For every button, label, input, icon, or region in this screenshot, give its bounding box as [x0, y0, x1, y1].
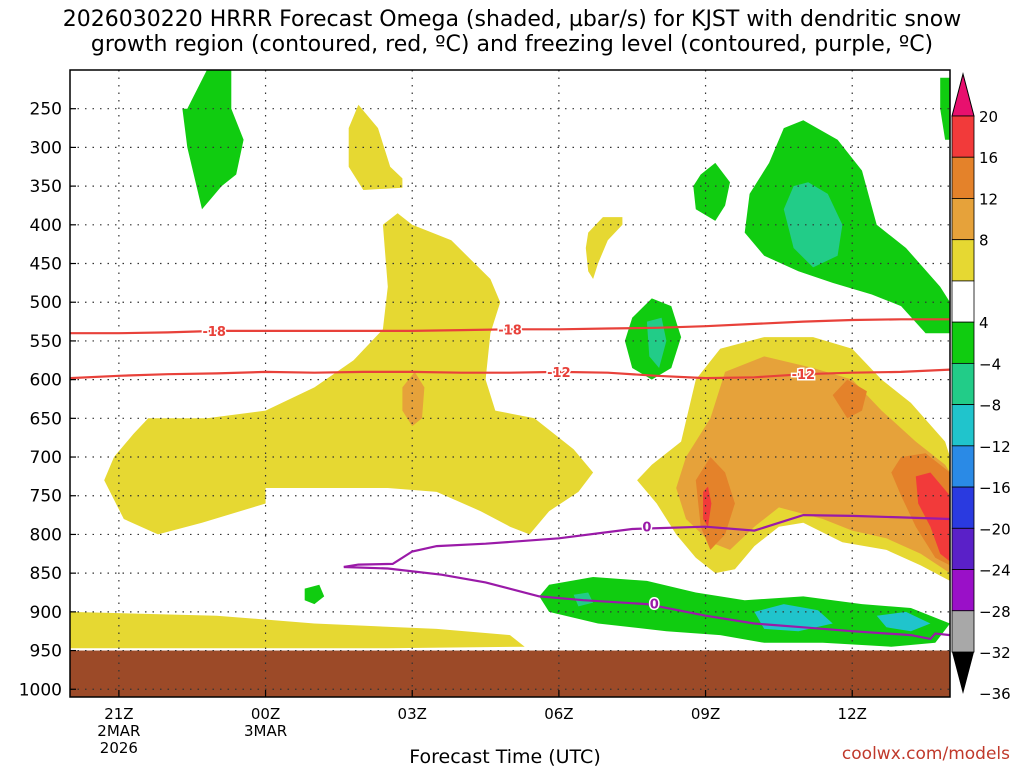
colorbar-bin-10 [951, 527, 975, 570]
colorbar-bin-12 [951, 610, 975, 653]
y-tick-label-400: 400 [30, 216, 62, 236]
omega-region-11 [646, 317, 667, 368]
omega-region-12 [539, 577, 950, 647]
colorbar-bin-11 [951, 569, 975, 612]
colorbar-label-8: −16 [979, 479, 1011, 497]
x-tick-label-12-0: 09Z [691, 705, 720, 723]
contour-label-1-1: -12 [792, 368, 816, 383]
colorbar-label-0: 20 [979, 108, 998, 126]
y-tick-label-1000: 1000 [19, 680, 62, 700]
colorbar-bin-3 [951, 239, 975, 282]
y-tick-label-650: 650 [30, 409, 62, 429]
plot-frame [69, 69, 951, 698]
omega-region-0 [182, 70, 244, 210]
y-tick-label-450: 450 [30, 255, 62, 275]
x-tick-label-15-0: 12Z [838, 705, 867, 723]
omega-region-7 [744, 120, 950, 334]
contour-lines-group: -18 -18 -12 -12 0 0 [70, 318, 950, 641]
colorbar-label-12: −32 [979, 644, 1011, 662]
omega-region-16 [876, 611, 931, 632]
chart-title-line-2: growth region (contoured, red, ºC) and f… [90, 32, 934, 57]
colorbar-label-3: 8 [979, 232, 989, 250]
y-tick-label-850: 850 [30, 564, 62, 584]
y-tick-label-800: 800 [30, 525, 62, 545]
y-tick-label-500: 500 [30, 293, 62, 313]
x-tick-label-0-2: 2026 [100, 739, 138, 757]
colorbar-bin-1 [951, 156, 975, 199]
y-tick-label-300: 300 [30, 138, 62, 158]
x-tick-label-3-0: 00Z [251, 705, 280, 723]
y-tick-label-350: 350 [30, 177, 62, 197]
colorbar-bottom-arrow [952, 652, 974, 694]
omega-region-6 [693, 162, 730, 221]
omega-region-3 [585, 217, 623, 279]
y-tick-label-600: 600 [30, 371, 62, 391]
terrain-ground [70, 650, 950, 697]
contour-label-0-0: -18 [202, 325, 226, 340]
y-tick-label-700: 700 [30, 448, 62, 468]
x-tick-label-9-0: 06Z [544, 705, 573, 723]
y-tick-label-250: 250 [30, 100, 62, 120]
x-tick-label-0-0: 21Z [104, 705, 133, 723]
colorbar-bin-4 [951, 280, 975, 323]
contour-line-1 [70, 368, 950, 380]
colorbar-bin-0 [951, 115, 975, 158]
y-tick-label-950: 950 [30, 642, 62, 662]
omega-region-5 [402, 371, 425, 427]
colorbar-bin-9 [951, 486, 975, 529]
y-tick-label-900: 900 [30, 603, 62, 623]
contour-line-0 [70, 318, 950, 335]
omega-region-18 [676, 356, 950, 574]
site-credit: coolwx.com/models [841, 744, 1010, 764]
colorbar-label-7: −12 [979, 438, 1011, 456]
omega-region-20 [832, 379, 867, 419]
colorbar-label-6: −8 [979, 397, 1001, 415]
colorbar-label-11: −28 [979, 603, 1011, 621]
omega-region-4 [70, 611, 525, 649]
colorbar-top-arrow [951, 72, 975, 117]
omega-region-22 [915, 472, 950, 562]
x-axis-label: Forecast Time (UTC) [409, 746, 601, 768]
contour-line-3 [343, 565, 950, 641]
contour-label-1-0: -12 [547, 366, 571, 381]
omega-region-1 [348, 104, 403, 190]
omega-region-23 [703, 486, 712, 527]
omega-region-13 [304, 584, 325, 605]
colorbar-bin-2 [951, 198, 975, 241]
contour-label-2-0: 0 [642, 521, 651, 536]
colorbar-bin-6 [951, 362, 975, 406]
y-tick-label-550: 550 [30, 332, 62, 352]
colorbar-label-9: −20 [979, 520, 1011, 538]
y-tick-label-750: 750 [30, 487, 62, 507]
colorbar-label-5: −4 [979, 355, 1001, 373]
chart-title-line-1: 2026030220 HRRR Forecast Omega (shaded, … [62, 7, 962, 32]
colorbar-label-13: −36 [979, 685, 1011, 703]
contour-label-0-1: -18 [498, 323, 522, 338]
colorbar-label-1: 16 [979, 149, 998, 167]
x-tick-label-0-1: 2MAR [97, 722, 140, 740]
colorbar-bin-7 [951, 404, 975, 447]
colorbar-label-2: 12 [979, 190, 998, 208]
x-tick-label-3-1: 3MAR [244, 722, 287, 740]
colorbar-label-10: −24 [979, 562, 1011, 580]
contour-line-2 [343, 513, 950, 569]
colorbar-bin-5 [951, 321, 975, 364]
x-tick-label-6-0: 03Z [398, 705, 427, 723]
omega-region-2 [104, 213, 594, 535]
contour-label-3-0: 0 [650, 597, 659, 612]
colorbar-label-4: 4 [979, 314, 989, 332]
colorbar-bin-8 [951, 445, 975, 488]
omega-region-8 [940, 77, 950, 140]
